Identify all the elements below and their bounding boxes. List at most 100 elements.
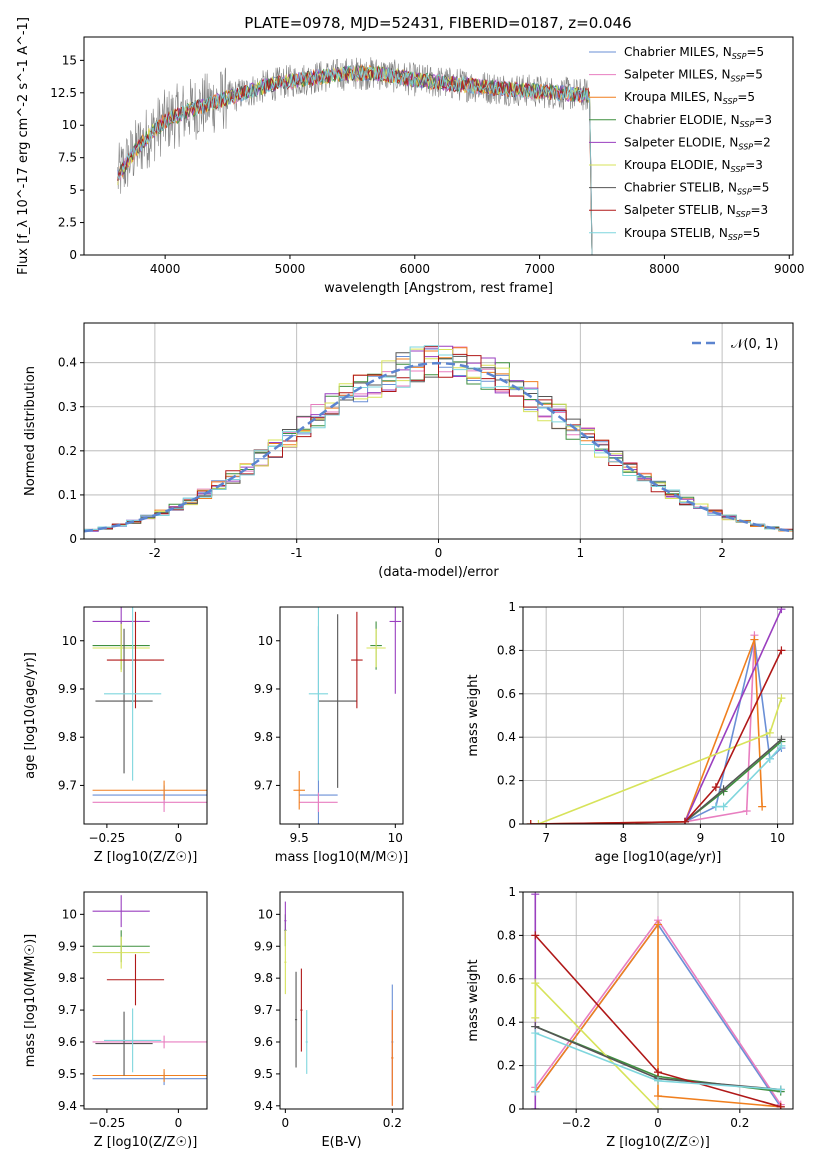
plot-area <box>526 607 786 824</box>
axes-frame <box>279 891 404 1110</box>
error-bar <box>104 607 162 781</box>
mass-weight-marker <box>777 694 786 703</box>
x-tick-label: 1 <box>576 546 584 560</box>
x-tick-label: 7 <box>542 831 550 845</box>
x-tick-label: −0.25 <box>88 1116 125 1130</box>
mass-weight-marker <box>531 1105 540 1109</box>
error-bar <box>300 968 303 1052</box>
y-axis-label: mass [log10(M/M☉)] <box>23 934 38 1067</box>
x-tick-label: 8000 <box>649 262 680 276</box>
y-tick-label: 0 <box>69 532 77 546</box>
axes-age-vs-mass: 9.5 10 9.7 9.8 9.9 10 mass [log10(M/M☉)] <box>254 606 408 865</box>
error-bar <box>106 954 165 1006</box>
y-tick-label: 10 <box>62 634 77 648</box>
y-tick-label: 0.1 <box>58 488 77 502</box>
x-tick-label: 0 <box>175 831 183 845</box>
mass-weight-marker <box>531 1087 540 1096</box>
mass-weight-line <box>684 639 782 823</box>
axes-frame <box>83 606 208 825</box>
x-axis-label: Z [log10(Z/Z☉)] <box>94 1135 198 1150</box>
mass-weight-marker <box>742 806 751 815</box>
legend-label: Salpeter ELODIE, NSSP=2 <box>624 135 771 151</box>
mass-weight-marker <box>531 979 540 988</box>
y-tick-label: 0.6 <box>497 687 516 701</box>
legend-label: Salpeter STELIB, NSSP=3 <box>624 203 768 219</box>
y-tick-label: 15 <box>62 53 77 67</box>
x-axis-label: mass [log10(M/M☉)] <box>275 850 408 865</box>
y-axis-label: mass weight <box>466 959 481 1041</box>
axes-mass-weight-vs-age: 7 8 9 10 0 0.2 0.4 0.6 0.8 1 age [log10(age/yr)] ma… <box>466 600 794 865</box>
error-bar <box>104 1008 162 1073</box>
error-bar <box>95 628 153 774</box>
mass-weight-marker <box>531 931 540 940</box>
axes-age-vs-Z: −0.25 0 9.7 9.8 9.9 10 Z [log10(Z/Z☉)] age [log… <box>23 606 208 865</box>
legend-label: Salpeter MILES, NSSP=5 <box>624 68 763 84</box>
y-tick-label: 0.4 <box>58 356 77 370</box>
y-tick-label: 9.5 <box>254 1067 273 1081</box>
y-tick-label: 0.8 <box>497 643 516 657</box>
mass-weight-marker <box>777 646 786 655</box>
y-tick-label: 0.4 <box>497 730 516 744</box>
mass-weight-line <box>530 650 783 824</box>
axes-mass-weight-vs-Z: −0.2 0 0.2 0 0.2 0.4 0.6 0.8 1 Z [log10(Z/Z☉)] mas… <box>466 885 794 1150</box>
mass-weight-marker <box>750 635 759 644</box>
mass-weight-line <box>684 608 783 823</box>
x-tick-label: 9 <box>697 831 705 845</box>
y-axis-label: mass weight <box>466 674 481 756</box>
legend-label: 𝒩(0, 1) <box>731 337 778 352</box>
axes-spectrum: 4000 5000 6000 7000 8000 9000 0 2.5 5 7.5 10 12.5 15… <box>16 17 805 296</box>
plot-area <box>92 895 207 1086</box>
x-tick-label: −0.25 <box>88 831 125 845</box>
y-tick-label: 9.4 <box>254 1099 273 1113</box>
error-bar <box>92 1069 207 1082</box>
y-tick-label: 0 <box>508 817 516 831</box>
x-tick-label: -2 <box>149 546 161 560</box>
model-spectrum-line <box>117 66 593 255</box>
mass-weight-marker <box>654 1076 662 1085</box>
mass-weight-line <box>530 639 763 824</box>
mass-weight-marker <box>531 892 540 899</box>
error-bar <box>389 607 402 694</box>
y-tick-label: 0.3 <box>58 400 77 414</box>
mass-weight-marker <box>777 607 786 614</box>
y-tick-label: 9.7 <box>58 1003 77 1017</box>
y-tick-label: 0.6 <box>497 972 516 986</box>
y-tick-label: 9.6 <box>254 1035 273 1049</box>
y-tick-label: 9.9 <box>58 939 77 953</box>
error-bar <box>92 936 150 969</box>
y-tick-label: 10 <box>258 634 273 648</box>
y-tick-label: 0 <box>69 248 77 262</box>
y-tick-label: 0 <box>508 1102 516 1116</box>
y-tick-label: 1 <box>508 600 516 614</box>
error-bar <box>284 930 287 995</box>
plot-area <box>531 892 785 1109</box>
mass-weight-line <box>534 981 659 1109</box>
plot-area <box>284 901 394 1106</box>
mass-weight-marker <box>765 754 774 763</box>
error-bar <box>308 607 329 781</box>
axes-frame <box>279 606 404 825</box>
mass-weight-marker <box>531 1013 540 1022</box>
y-tick-label: 12.5 <box>50 86 77 100</box>
mass-weight-marker <box>776 1102 785 1109</box>
mass-weight-marker <box>776 1085 785 1094</box>
x-tick-label: 0 <box>282 1116 290 1130</box>
y-tick-label: 0.8 <box>497 928 516 942</box>
error-bar <box>95 1011 153 1076</box>
axes-mass-vs-Z: −0.25 0 9.4 9.5 9.6 9.7 9.8 9.9 10 Z [log10(Z/Z☉)… <box>23 891 208 1150</box>
figure-title: PLATE=0978, MJD=52431, FIBERID=0187, z=0… <box>244 14 631 32</box>
axes-frame <box>83 891 208 1110</box>
mass-weight-line <box>534 922 781 1108</box>
mass-weight-marker <box>719 785 728 794</box>
error-bar <box>92 1035 207 1049</box>
error-bar <box>299 792 338 812</box>
error-bar <box>366 628 386 668</box>
x-tick-label: 9000 <box>774 262 805 276</box>
legend: 𝒩(0, 1) <box>692 337 778 352</box>
y-tick-label: 0.2 <box>497 1059 516 1073</box>
mass-weight-marker <box>654 1105 662 1109</box>
axes-frame <box>83 36 794 256</box>
x-axis-label: (data-model)/error <box>378 565 499 580</box>
y-axis-label: Normed distribution <box>23 366 38 496</box>
